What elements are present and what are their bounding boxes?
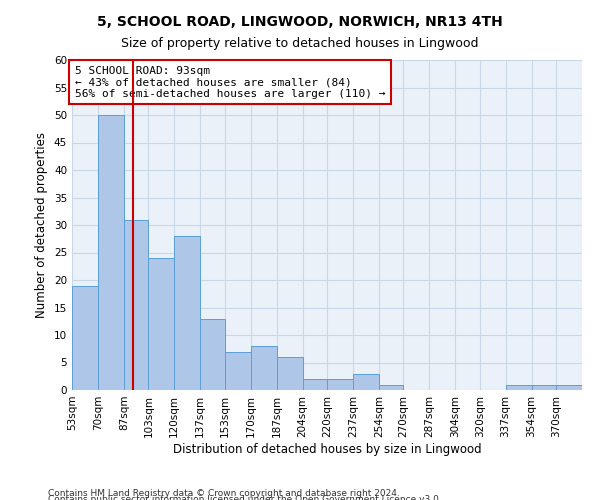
Bar xyxy=(200,318,224,390)
Bar xyxy=(124,220,148,390)
Text: Contains HM Land Registry data © Crown copyright and database right 2024.: Contains HM Land Registry data © Crown c… xyxy=(48,488,400,498)
Bar xyxy=(175,236,200,390)
Bar xyxy=(353,374,379,390)
Text: 5, SCHOOL ROAD, LINGWOOD, NORWICH, NR13 4TH: 5, SCHOOL ROAD, LINGWOOD, NORWICH, NR13 … xyxy=(97,15,503,29)
Bar xyxy=(327,379,353,390)
Bar xyxy=(506,384,532,390)
Text: Contains public sector information licensed under the Open Government Licence v3: Contains public sector information licen… xyxy=(48,495,442,500)
Bar xyxy=(224,352,251,390)
Bar xyxy=(251,346,277,390)
Bar xyxy=(556,384,582,390)
Bar xyxy=(72,286,98,390)
Bar xyxy=(148,258,175,390)
Bar xyxy=(302,379,327,390)
Bar xyxy=(98,115,124,390)
Text: 5 SCHOOL ROAD: 93sqm
← 43% of detached houses are smaller (84)
56% of semi-detac: 5 SCHOOL ROAD: 93sqm ← 43% of detached h… xyxy=(75,66,386,98)
Text: Size of property relative to detached houses in Lingwood: Size of property relative to detached ho… xyxy=(121,38,479,51)
Y-axis label: Number of detached properties: Number of detached properties xyxy=(35,132,49,318)
Bar xyxy=(532,384,556,390)
X-axis label: Distribution of detached houses by size in Lingwood: Distribution of detached houses by size … xyxy=(173,442,481,456)
Bar xyxy=(379,384,403,390)
Bar xyxy=(277,357,302,390)
